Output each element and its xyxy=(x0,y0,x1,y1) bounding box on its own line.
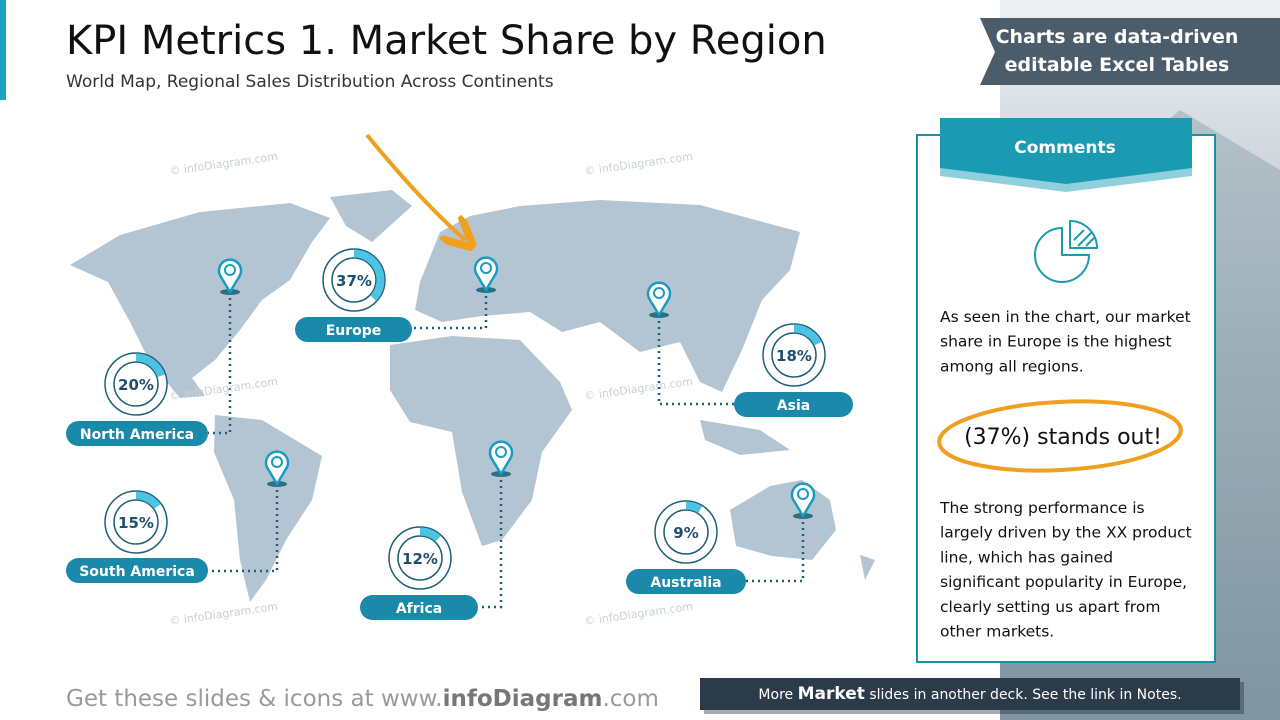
connector xyxy=(657,315,734,406)
watermark: © infoDiagram.com xyxy=(584,375,694,403)
donut-label: 18% xyxy=(776,347,812,365)
paragraph-line: The strong performance is xyxy=(939,499,1145,517)
pin-dot xyxy=(495,446,507,458)
paragraph-line: among all regions. xyxy=(940,357,1084,375)
pin-dot xyxy=(797,488,809,500)
region-name: Asia xyxy=(777,398,810,414)
paragraph-line: As seen in the chart, our market xyxy=(940,308,1191,326)
region-pill xyxy=(66,558,208,583)
connector xyxy=(208,484,279,573)
connector xyxy=(746,516,805,583)
paragraph-line: clearly setting us apart from xyxy=(940,598,1160,616)
title: KPI Metrics 1. Market Share by Region xyxy=(66,18,827,64)
region-name: Europe xyxy=(326,323,382,339)
donut-arc xyxy=(135,353,166,378)
pin-dot xyxy=(271,456,283,468)
footer: Get these slides & icons at www.infoDiag… xyxy=(66,686,659,712)
paragraph-line: largely driven by the XX product xyxy=(940,524,1192,542)
notice: More Market slides in another deck. See … xyxy=(758,684,1181,704)
footer-text: Get these slides & icons at www. xyxy=(66,686,443,712)
highlight-text: (37%) stands out! xyxy=(964,425,1162,450)
watermark: © infoDiagram.com xyxy=(169,150,279,178)
arrow xyxy=(365,133,465,240)
banner xyxy=(980,18,1280,85)
donut-arc xyxy=(793,324,822,346)
subtitle: World Map, Regional Sales Distribution A… xyxy=(66,72,554,92)
paragraph: As seen in the chart, our market share in… xyxy=(940,308,1191,375)
watermark: © infoDiagram.com xyxy=(584,600,694,628)
connector xyxy=(478,474,503,609)
paragraph-line: significant popularity in Europe, xyxy=(940,573,1187,591)
donut-inner xyxy=(771,332,817,378)
paragraph-line: other markets. xyxy=(940,623,1054,641)
region-pill xyxy=(734,392,853,417)
donut-inner xyxy=(397,535,443,581)
banner-line: Charts are data-driven xyxy=(996,26,1239,48)
watermark: © infoDiagram.com xyxy=(584,150,694,178)
comments-box xyxy=(916,134,1216,663)
pin-dot xyxy=(653,287,665,299)
donut-inner xyxy=(331,257,377,303)
watermark: © infoDiagram.com xyxy=(169,600,279,628)
region-name: South America xyxy=(79,564,195,580)
pie-icon xyxy=(1034,219,1099,283)
donut-label: 20% xyxy=(118,376,154,394)
world-map xyxy=(70,190,875,602)
region-pill xyxy=(295,317,412,342)
comments-header xyxy=(940,118,1192,184)
donut-arc xyxy=(353,249,385,301)
notice-text: slides in another deck. See the link in … xyxy=(869,687,1181,703)
connector xyxy=(412,290,488,330)
accent-bar xyxy=(0,0,6,100)
region-name: Africa xyxy=(396,601,442,617)
banner-line: editable Excel Tables xyxy=(1005,54,1230,76)
donut-label: 9% xyxy=(673,524,698,542)
region-name: North America xyxy=(80,427,194,443)
highlight-circle xyxy=(937,399,1183,473)
donut-inner xyxy=(113,361,159,407)
region-name: Australia xyxy=(650,575,721,591)
donut-label: 15% xyxy=(118,514,154,532)
paragraph: The strong performance is largely driven … xyxy=(939,499,1192,641)
donut-label: 12% xyxy=(402,550,438,568)
donut-label: 37% xyxy=(336,272,372,290)
paragraph-line: line, which has gained xyxy=(940,548,1113,566)
comments-title: Comments xyxy=(1014,138,1115,158)
paragraph-line: share in Europe is the highest xyxy=(940,333,1172,351)
notice-bar xyxy=(700,678,1240,710)
donut-inner xyxy=(663,509,709,555)
footer-text: .com xyxy=(602,686,658,712)
region-pill xyxy=(626,569,746,594)
notice-text: More xyxy=(758,687,793,703)
region-pill xyxy=(360,595,478,620)
footer-brand: infoDiagram xyxy=(443,686,603,712)
donut-arc xyxy=(135,491,161,510)
region-pill xyxy=(66,421,208,446)
notice-bold: Market xyxy=(798,684,865,704)
pin-dot xyxy=(224,264,236,276)
donut-arc xyxy=(419,527,441,542)
donut-inner xyxy=(113,499,159,545)
pin-dot xyxy=(480,262,492,274)
donut-arc xyxy=(685,501,703,514)
